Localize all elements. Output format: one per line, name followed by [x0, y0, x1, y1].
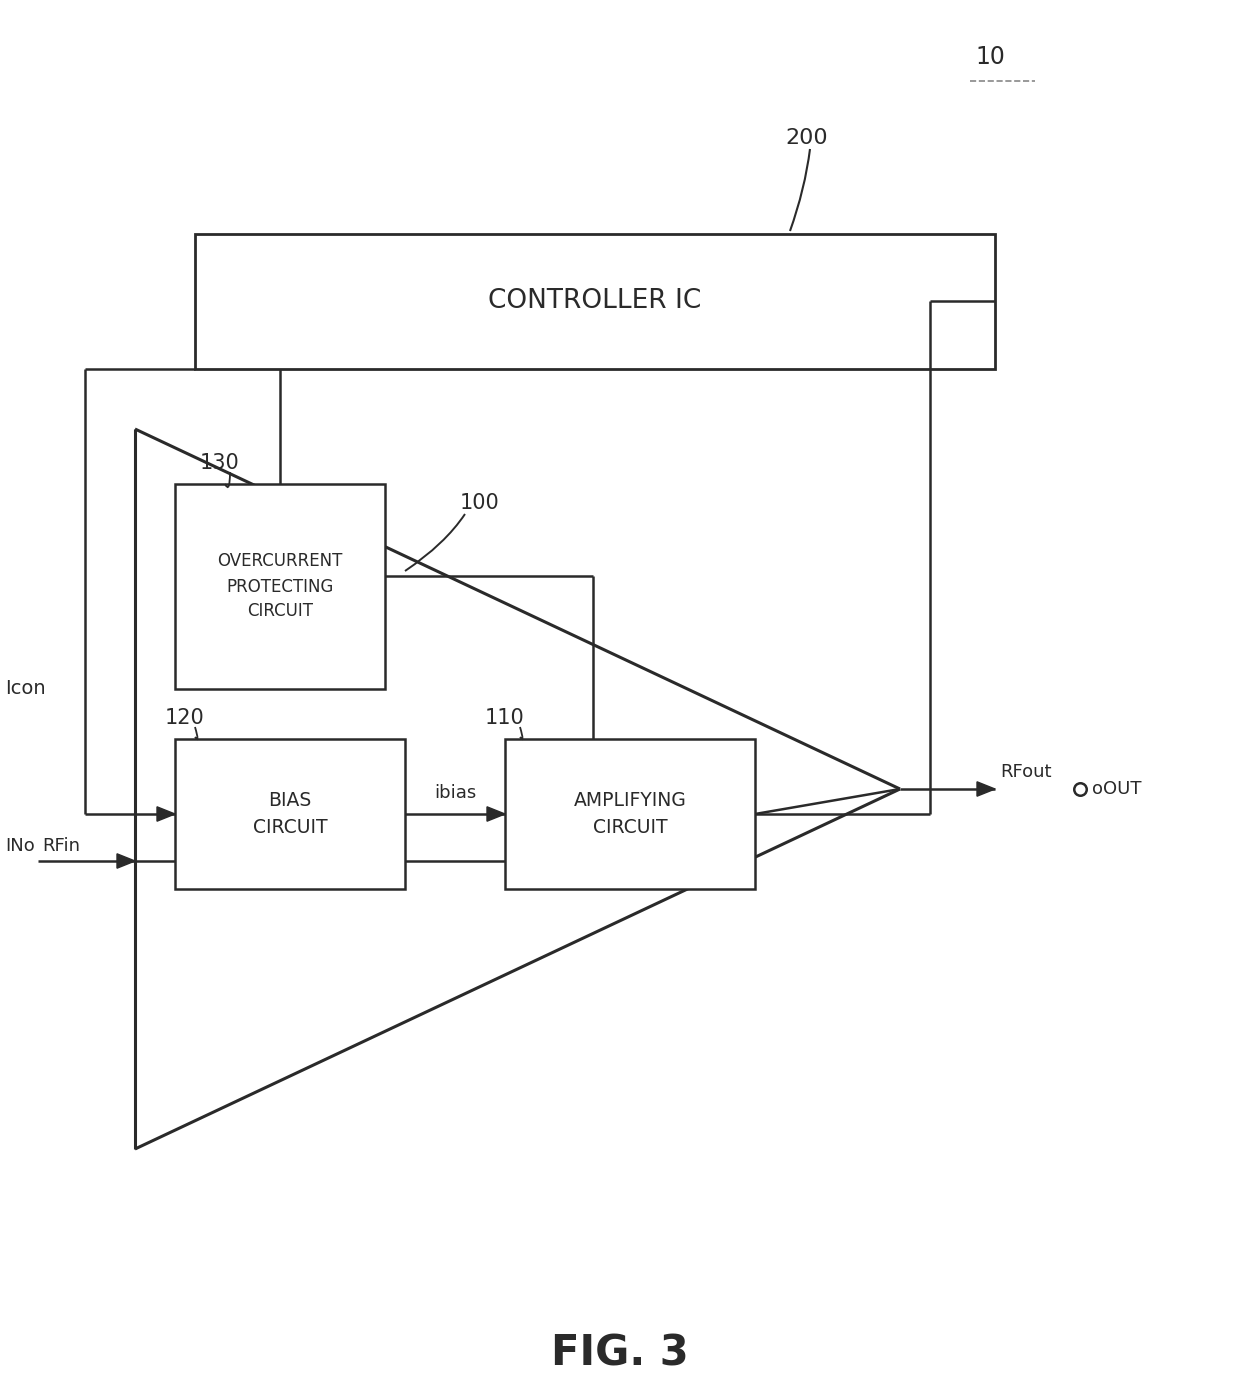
- Text: BIAS
CIRCUIT: BIAS CIRCUIT: [253, 792, 327, 837]
- Text: 110: 110: [485, 708, 525, 727]
- Bar: [505, 739, 755, 888]
- Text: 100: 100: [460, 492, 500, 513]
- Polygon shape: [157, 807, 175, 821]
- Text: oOUT: oOUT: [1092, 781, 1142, 797]
- Text: 120: 120: [165, 708, 205, 727]
- Text: RFout: RFout: [999, 762, 1052, 781]
- Text: 200: 200: [785, 127, 827, 148]
- Text: 10: 10: [975, 45, 1004, 69]
- Polygon shape: [487, 807, 505, 821]
- Text: OVERCURRENT
PROTECTING
CIRCUIT: OVERCURRENT PROTECTING CIRCUIT: [217, 553, 342, 621]
- Text: RFin: RFin: [42, 837, 81, 855]
- Polygon shape: [977, 782, 994, 796]
- Polygon shape: [117, 853, 135, 869]
- Text: AMPLIFYING
CIRCUIT: AMPLIFYING CIRCUIT: [574, 792, 687, 837]
- Text: ibias: ibias: [434, 783, 476, 802]
- Text: FIG. 3: FIG. 3: [551, 1333, 689, 1375]
- Text: Icon: Icon: [5, 679, 46, 698]
- Bar: [195, 234, 994, 369]
- Text: CONTROLLER IC: CONTROLLER IC: [489, 288, 702, 315]
- Text: INo: INo: [5, 837, 35, 855]
- Bar: [175, 484, 384, 688]
- Text: 130: 130: [200, 453, 239, 473]
- Bar: [175, 739, 405, 888]
